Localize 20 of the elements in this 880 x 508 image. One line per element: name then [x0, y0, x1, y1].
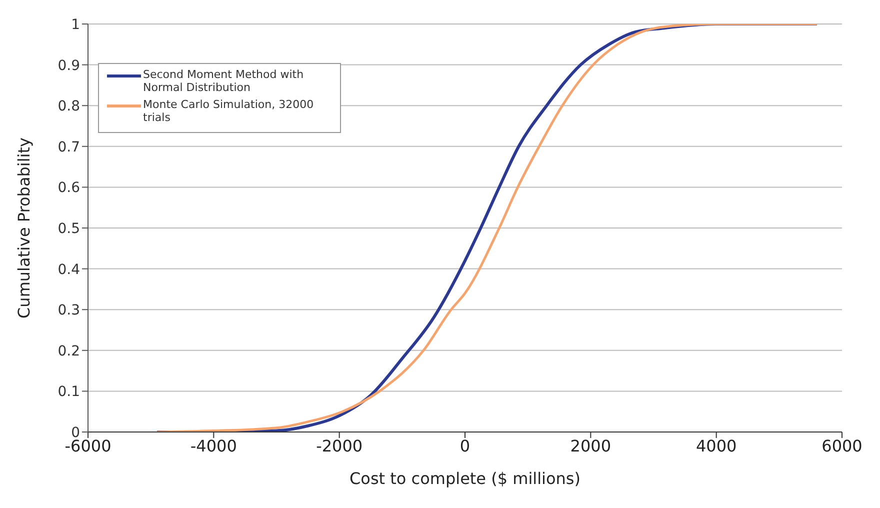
y-tick-label: 0.1	[58, 384, 80, 400]
y-tick-label: 0.5	[58, 220, 80, 237]
x-tick-label: 2000	[570, 436, 612, 456]
x-tick-label: -2000	[316, 436, 363, 456]
x-tick-label: 0	[460, 436, 470, 456]
y-tick-label: 0.8	[58, 98, 80, 115]
legend-label: Second Moment Method with Normal Distribution	[143, 68, 305, 94]
y-tick-label: 0.2	[58, 343, 80, 360]
y-tick-label: 0.9	[58, 58, 80, 74]
x-tick-label: -4000	[190, 436, 237, 456]
y-tick-label: 1	[71, 16, 80, 33]
y-tick-label: 0.3	[58, 302, 80, 319]
legend-label: Monte Carlo Simulation, 32000 trials	[143, 98, 315, 124]
y-tick-label: 0.4	[58, 262, 80, 278]
x-axis-title: Cost to complete ($ millions)	[349, 469, 581, 488]
x-tick-label: 6000	[822, 436, 862, 456]
y-tick-label: 0.7	[58, 139, 80, 156]
x-tick-label: 4000	[696, 436, 737, 456]
y-axis-title: Cumulative Probability	[14, 138, 34, 318]
y-tick-label: 0.6	[58, 180, 80, 196]
